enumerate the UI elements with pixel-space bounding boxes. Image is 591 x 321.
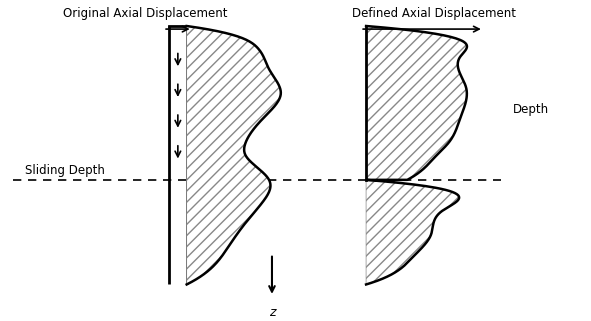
Text: Original Axial Displacement: Original Axial Displacement bbox=[63, 7, 228, 20]
Text: z: z bbox=[269, 306, 275, 319]
Polygon shape bbox=[187, 26, 281, 284]
Text: Depth: Depth bbox=[513, 103, 549, 116]
Text: Defined Axial Displacement: Defined Axial Displacement bbox=[352, 7, 516, 20]
Polygon shape bbox=[366, 26, 467, 284]
Text: Sliding Depth: Sliding Depth bbox=[25, 164, 105, 177]
